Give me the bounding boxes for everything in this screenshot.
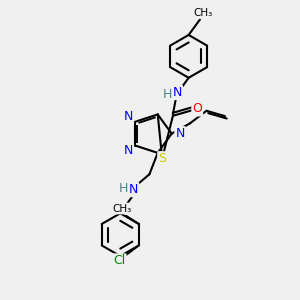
Text: N: N xyxy=(124,144,133,157)
Text: O: O xyxy=(192,103,202,116)
Text: Cl: Cl xyxy=(113,254,126,267)
Text: N: N xyxy=(173,86,182,99)
Text: H: H xyxy=(163,88,172,100)
Text: N: N xyxy=(175,127,185,140)
Text: H: H xyxy=(119,182,128,195)
Text: CH₃: CH₃ xyxy=(112,204,131,214)
Text: S: S xyxy=(158,152,166,165)
Text: N: N xyxy=(129,183,138,196)
Text: CH₃: CH₃ xyxy=(194,8,213,18)
Text: N: N xyxy=(124,110,133,123)
